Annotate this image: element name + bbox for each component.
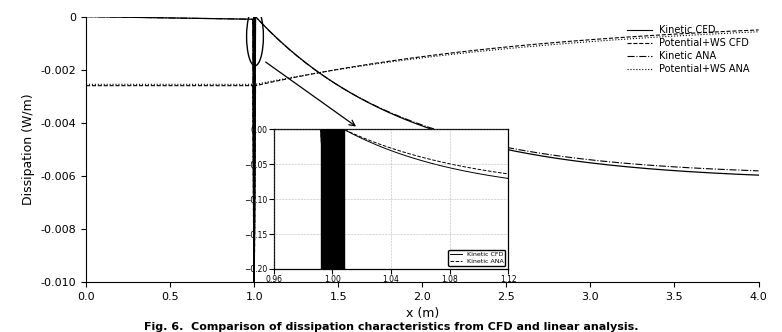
X-axis label: x (m): x (m) [406, 307, 439, 320]
Bar [321, 129, 344, 269]
Legend: Kinetic CFD, Potential+WS CFD, Kinetic ANA, Potential+WS ANA: Kinetic CFD, Potential+WS CFD, Kinetic A… [623, 22, 754, 78]
Legend: Kinetic CFD, Kinetic ANA: Kinetic CFD, Kinetic ANA [448, 250, 505, 266]
Y-axis label: Dissipation (W/m): Dissipation (W/m) [22, 94, 35, 205]
Bar [253, 17, 256, 282]
Text: Fig. 6.  Comparison of dissipation characteristics from CFD and linear analysis.: Fig. 6. Comparison of dissipation charac… [144, 322, 638, 332]
